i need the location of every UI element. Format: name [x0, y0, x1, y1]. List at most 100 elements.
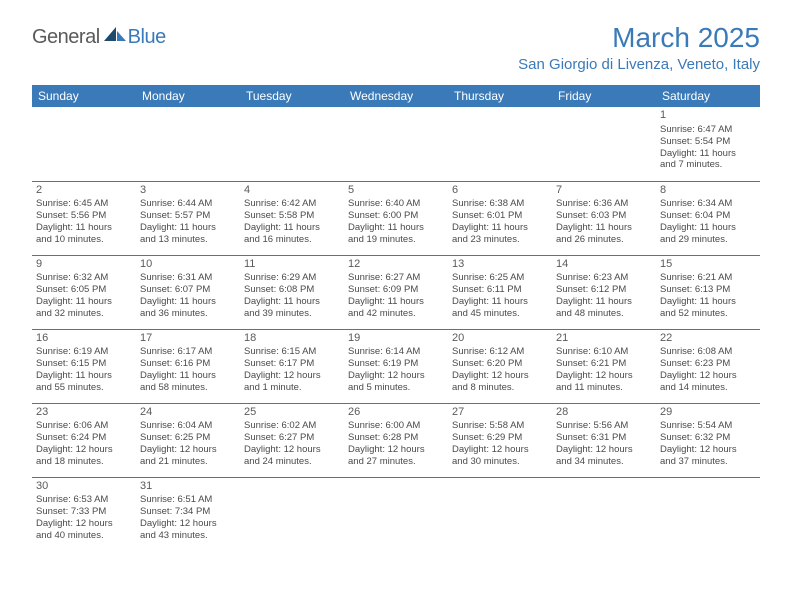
- day-number: 6: [452, 184, 548, 198]
- sunrise-line: Sunrise: 6:21 AM: [660, 272, 756, 284]
- daylight-line: and 45 minutes.: [452, 308, 548, 320]
- sunset-line: Sunset: 6:20 PM: [452, 358, 548, 370]
- title-block: March 2025 San Giorgio di Livenza, Venet…: [518, 22, 760, 73]
- daylight-line: Daylight: 12 hours: [660, 444, 756, 456]
- day-number: 18: [244, 332, 340, 346]
- day-number: 20: [452, 332, 548, 346]
- calendar-cell: [136, 107, 240, 181]
- day-header: Saturday: [656, 85, 760, 107]
- sunset-line: Sunset: 6:19 PM: [348, 358, 444, 370]
- day-number: 25: [244, 406, 340, 420]
- sunrise-line: Sunrise: 6:40 AM: [348, 198, 444, 210]
- daylight-line: Daylight: 11 hours: [660, 222, 756, 234]
- day-number: 16: [36, 332, 132, 346]
- sunset-line: Sunset: 6:12 PM: [556, 284, 652, 296]
- sunrise-line: Sunrise: 6:42 AM: [244, 198, 340, 210]
- daylight-line: Daylight: 11 hours: [660, 296, 756, 308]
- day-header: Monday: [136, 85, 240, 107]
- daylight-line: and 36 minutes.: [140, 308, 236, 320]
- daylight-line: Daylight: 12 hours: [348, 370, 444, 382]
- daylight-line: Daylight: 11 hours: [348, 296, 444, 308]
- daylight-line: and 19 minutes.: [348, 234, 444, 246]
- day-number: 31: [140, 480, 236, 494]
- sunrise-line: Sunrise: 5:58 AM: [452, 420, 548, 432]
- calendar-cell: 27Sunrise: 5:58 AMSunset: 6:29 PMDayligh…: [448, 403, 552, 477]
- calendar-row: 16Sunrise: 6:19 AMSunset: 6:15 PMDayligh…: [32, 329, 760, 403]
- sunset-line: Sunset: 6:01 PM: [452, 210, 548, 222]
- month-title: March 2025: [518, 22, 760, 54]
- daylight-line: Daylight: 11 hours: [660, 148, 756, 160]
- calendar-cell: [240, 477, 344, 551]
- daylight-line: and 30 minutes.: [452, 456, 548, 468]
- sunset-line: Sunset: 6:21 PM: [556, 358, 652, 370]
- sunset-line: Sunset: 6:15 PM: [36, 358, 132, 370]
- daylight-line: Daylight: 12 hours: [452, 370, 548, 382]
- sunrise-line: Sunrise: 6:00 AM: [348, 420, 444, 432]
- calendar-cell: 14Sunrise: 6:23 AMSunset: 6:12 PMDayligh…: [552, 255, 656, 329]
- day-number: 2: [36, 184, 132, 198]
- calendar-cell: 18Sunrise: 6:15 AMSunset: 6:17 PMDayligh…: [240, 329, 344, 403]
- daylight-line: Daylight: 11 hours: [556, 222, 652, 234]
- sunset-line: Sunset: 6:23 PM: [660, 358, 756, 370]
- sunrise-line: Sunrise: 6:44 AM: [140, 198, 236, 210]
- daylight-line: and 7 minutes.: [660, 159, 756, 171]
- calendar-table: Sunday Monday Tuesday Wednesday Thursday…: [32, 85, 760, 551]
- sunrise-line: Sunrise: 6:27 AM: [348, 272, 444, 284]
- daylight-line: and 26 minutes.: [556, 234, 652, 246]
- location-subtitle: San Giorgio di Livenza, Veneto, Italy: [518, 56, 760, 73]
- daylight-line: Daylight: 11 hours: [452, 296, 548, 308]
- daylight-line: Daylight: 12 hours: [140, 444, 236, 456]
- calendar-cell: 12Sunrise: 6:27 AMSunset: 6:09 PMDayligh…: [344, 255, 448, 329]
- daylight-line: Daylight: 11 hours: [36, 370, 132, 382]
- calendar-row: 2Sunrise: 6:45 AMSunset: 5:56 PMDaylight…: [32, 181, 760, 255]
- sunrise-line: Sunrise: 6:04 AM: [140, 420, 236, 432]
- calendar-cell: 24Sunrise: 6:04 AMSunset: 6:25 PMDayligh…: [136, 403, 240, 477]
- day-number: 22: [660, 332, 756, 346]
- sunset-line: Sunset: 5:58 PM: [244, 210, 340, 222]
- day-header: Friday: [552, 85, 656, 107]
- calendar-cell: 13Sunrise: 6:25 AMSunset: 6:11 PMDayligh…: [448, 255, 552, 329]
- calendar-cell: 2Sunrise: 6:45 AMSunset: 5:56 PMDaylight…: [32, 181, 136, 255]
- sunrise-line: Sunrise: 6:32 AM: [36, 272, 132, 284]
- sunrise-line: Sunrise: 6:14 AM: [348, 346, 444, 358]
- sunrise-line: Sunrise: 6:02 AM: [244, 420, 340, 432]
- day-number: 7: [556, 184, 652, 198]
- daylight-line: Daylight: 11 hours: [556, 296, 652, 308]
- daylight-line: Daylight: 11 hours: [140, 296, 236, 308]
- day-number: 11: [244, 258, 340, 272]
- daylight-line: and 27 minutes.: [348, 456, 444, 468]
- day-number: 1: [660, 109, 756, 123]
- sunrise-line: Sunrise: 5:54 AM: [660, 420, 756, 432]
- page-header: General Blue March 2025 San Giorgio di L…: [32, 22, 760, 73]
- sunrise-line: Sunrise: 6:06 AM: [36, 420, 132, 432]
- sunrise-line: Sunrise: 6:45 AM: [36, 198, 132, 210]
- sunset-line: Sunset: 6:32 PM: [660, 432, 756, 444]
- sunset-line: Sunset: 6:28 PM: [348, 432, 444, 444]
- daylight-line: and 29 minutes.: [660, 234, 756, 246]
- sunset-line: Sunset: 6:07 PM: [140, 284, 236, 296]
- sunrise-line: Sunrise: 6:36 AM: [556, 198, 652, 210]
- sunrise-line: Sunrise: 6:10 AM: [556, 346, 652, 358]
- daylight-line: and 5 minutes.: [348, 382, 444, 394]
- calendar-cell: 30Sunrise: 6:53 AMSunset: 7:33 PMDayligh…: [32, 477, 136, 551]
- day-number: 26: [348, 406, 444, 420]
- calendar-cell: [32, 107, 136, 181]
- sunset-line: Sunset: 6:27 PM: [244, 432, 340, 444]
- calendar-cell: [552, 477, 656, 551]
- day-number: 10: [140, 258, 236, 272]
- calendar-cell: [240, 107, 344, 181]
- day-number: 24: [140, 406, 236, 420]
- calendar-cell: [344, 107, 448, 181]
- sunset-line: Sunset: 6:08 PM: [244, 284, 340, 296]
- sunrise-line: Sunrise: 6:23 AM: [556, 272, 652, 284]
- calendar-cell: 25Sunrise: 6:02 AMSunset: 6:27 PMDayligh…: [240, 403, 344, 477]
- sunrise-line: Sunrise: 6:17 AM: [140, 346, 236, 358]
- sunset-line: Sunset: 6:03 PM: [556, 210, 652, 222]
- day-header: Wednesday: [344, 85, 448, 107]
- sunset-line: Sunset: 6:05 PM: [36, 284, 132, 296]
- daylight-line: and 18 minutes.: [36, 456, 132, 468]
- calendar-row: 9Sunrise: 6:32 AMSunset: 6:05 PMDaylight…: [32, 255, 760, 329]
- sunrise-line: Sunrise: 6:29 AM: [244, 272, 340, 284]
- sunset-line: Sunset: 6:13 PM: [660, 284, 756, 296]
- day-number: 13: [452, 258, 548, 272]
